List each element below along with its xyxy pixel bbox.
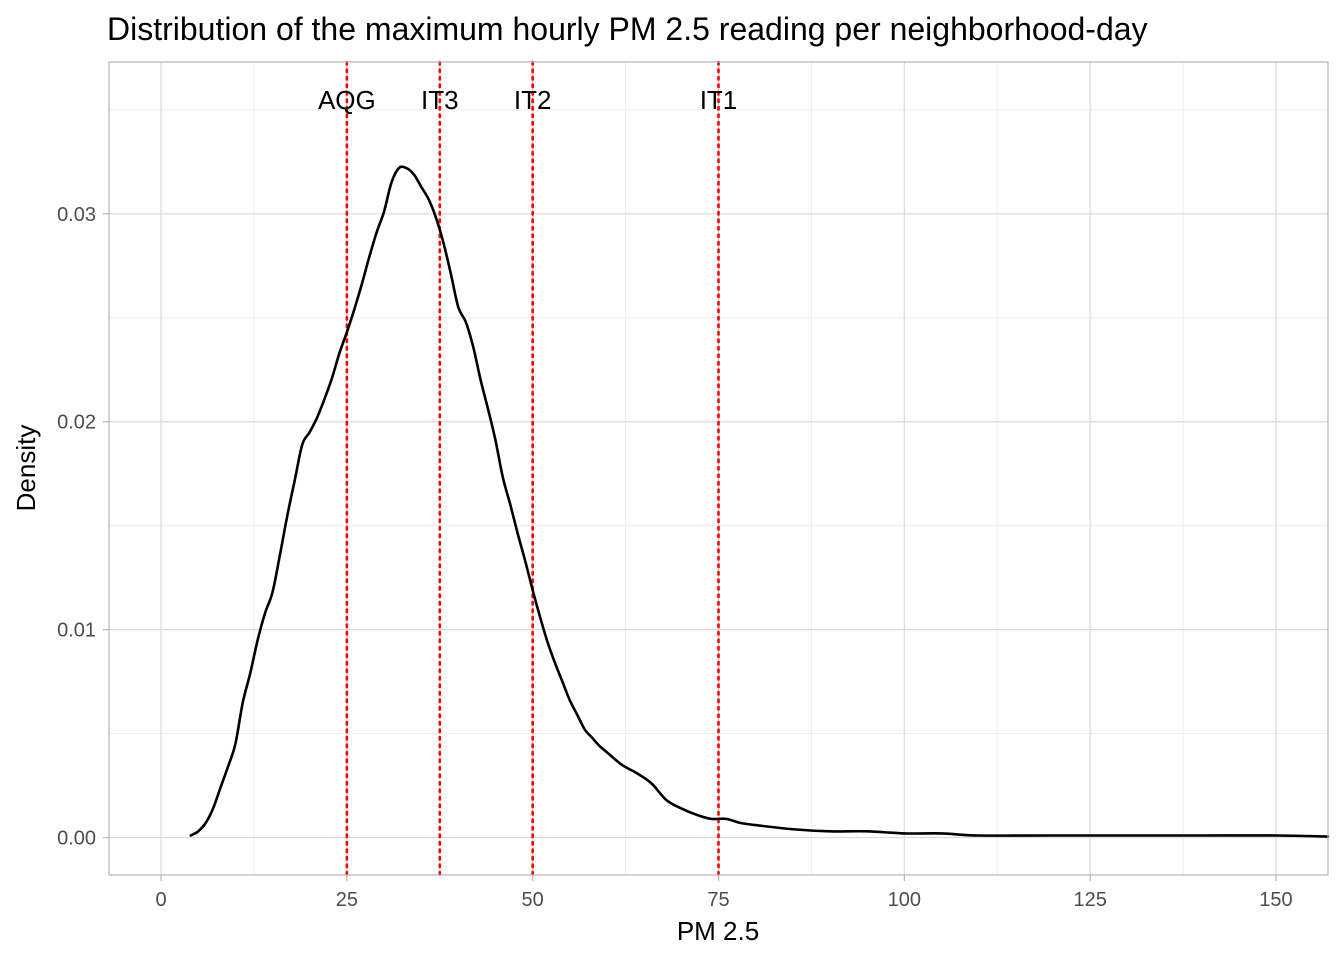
x-tick-label: 125 [1073, 889, 1106, 911]
y-tick-label: 0.00 [57, 828, 96, 850]
y-axis-title: Density [11, 425, 41, 512]
y-axis-tick-labels: 0.00 0.01 0.02 0.03 [57, 204, 96, 850]
chart-title: Distribution of the maximum hourly PM 2.… [107, 11, 1148, 47]
x-tick-label: 75 [707, 889, 729, 911]
reference-label-it1: IT1 [700, 85, 738, 115]
reference-lines [345, 60, 720, 877]
y-tick-label: 0.03 [57, 204, 96, 226]
reference-line-labels: AQG IT3 IT2 IT1 [318, 85, 737, 115]
reference-label-it3: IT3 [421, 85, 459, 115]
x-axis-title: PM 2.5 [677, 916, 759, 946]
y-tick-label: 0.02 [57, 412, 96, 434]
reference-label-aqg: AQG [318, 85, 376, 115]
x-tick-label: 150 [1259, 889, 1292, 911]
x-tick-label: 0 [155, 889, 166, 911]
x-tick-label: 25 [336, 889, 358, 911]
y-tick-label: 0.01 [57, 620, 96, 642]
x-axis-tick-labels: 0 25 50 75 100 125 150 [155, 889, 1292, 911]
density-curve [189, 165, 1330, 838]
axis-ticks [103, 213, 1277, 881]
x-tick-label: 50 [522, 889, 544, 911]
reference-label-it2: IT2 [514, 85, 552, 115]
x-tick-label: 100 [888, 889, 921, 911]
